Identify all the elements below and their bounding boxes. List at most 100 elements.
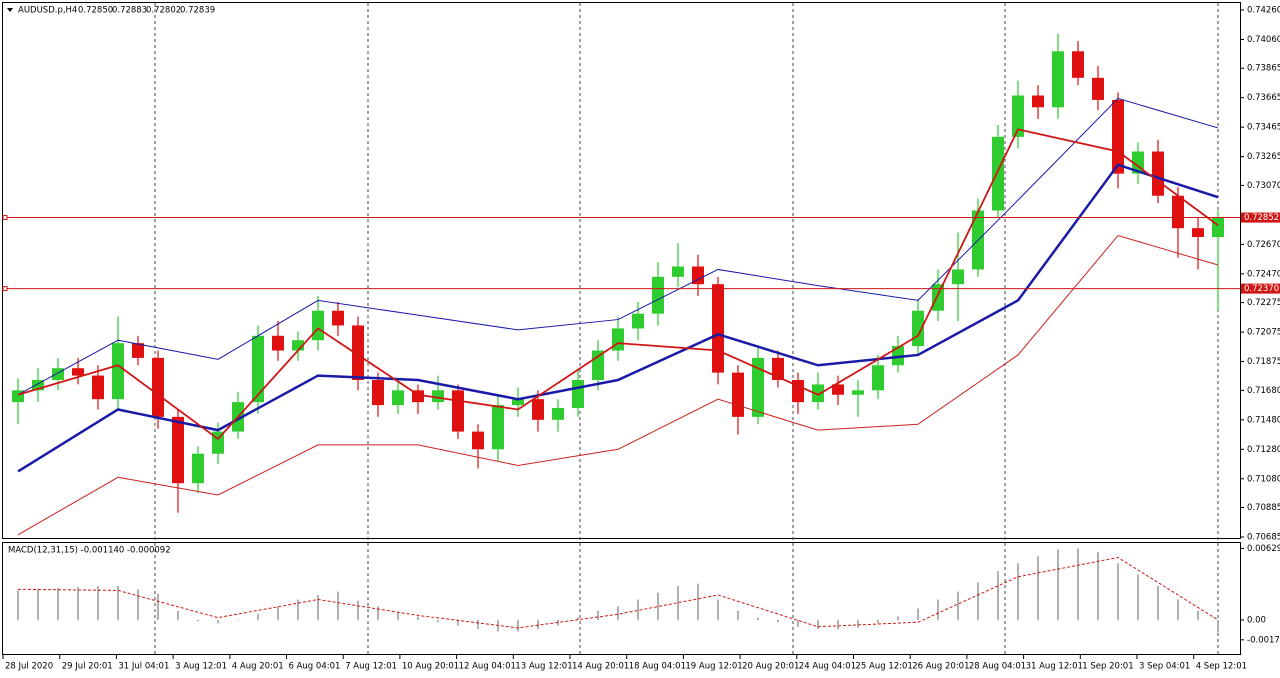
x-tick-label: 25 Aug 12:01 bbox=[856, 662, 913, 672]
macd-bar bbox=[1177, 599, 1179, 620]
candle-body bbox=[452, 390, 464, 432]
macd-bar bbox=[817, 619, 819, 630]
macd-bar bbox=[117, 585, 119, 620]
candle-body bbox=[592, 350, 604, 381]
candle-body bbox=[1032, 95, 1044, 108]
macd-bar bbox=[1017, 563, 1019, 620]
macd-bar bbox=[657, 592, 659, 620]
macd-bar bbox=[337, 591, 339, 620]
y-tick-label: 0.70685 bbox=[1247, 533, 1280, 543]
macd-bar bbox=[777, 619, 779, 623]
macd-bar bbox=[177, 610, 179, 620]
macd-bar bbox=[1137, 574, 1139, 620]
y-tick-label: 0.71680 bbox=[1247, 386, 1280, 396]
candle-body bbox=[1112, 99, 1124, 174]
candle-body bbox=[352, 325, 364, 381]
candle-body bbox=[992, 136, 1004, 211]
candle-body bbox=[312, 310, 324, 341]
macd-bar bbox=[377, 606, 379, 620]
indicator-line bbox=[17, 97, 1219, 396]
y-tick-label: 0.71480 bbox=[1247, 415, 1280, 425]
candle-body bbox=[1212, 217, 1224, 238]
x-tick-label: 14 Aug 20:01 bbox=[572, 662, 629, 672]
macd-bar bbox=[277, 606, 279, 620]
macd-bar bbox=[577, 617, 579, 620]
indicator-line bbox=[17, 163, 1219, 473]
hline-handle bbox=[2, 215, 8, 221]
x-tick-label: 20 Aug 20:01 bbox=[742, 662, 799, 672]
macd-bar bbox=[197, 619, 199, 622]
macd-bar bbox=[517, 619, 519, 632]
candle-body bbox=[1052, 51, 1064, 108]
candle-body bbox=[1152, 151, 1164, 196]
candle-body bbox=[812, 384, 824, 403]
x-tick-label: 19 Aug 12:01 bbox=[685, 662, 742, 672]
x-tick-label: 28 Jul 2020 bbox=[5, 662, 53, 672]
x-tick-label: 24 Aug 04:01 bbox=[799, 662, 856, 672]
candle-body bbox=[432, 390, 444, 403]
candle-body bbox=[1192, 228, 1204, 238]
macd-bar bbox=[357, 600, 359, 620]
macd-bar bbox=[977, 582, 979, 620]
candle-body bbox=[32, 380, 44, 391]
candle-body bbox=[132, 343, 144, 358]
collapse-arrow[interactable] bbox=[7, 8, 13, 12]
macd-bar bbox=[137, 589, 139, 620]
candle-body bbox=[172, 416, 184, 484]
macd-bar bbox=[1037, 556, 1039, 620]
macd-bar bbox=[997, 571, 999, 620]
candle-body bbox=[292, 340, 304, 351]
candle-body bbox=[892, 346, 904, 366]
candle-body bbox=[552, 408, 564, 420]
x-tick-label: 3 Sep 04:01 bbox=[1139, 662, 1190, 672]
y-tick-label: 0.73665 bbox=[1247, 93, 1280, 103]
macd-bar bbox=[617, 606, 619, 620]
macd-bar bbox=[57, 588, 59, 620]
y-tick-label: 0.73265 bbox=[1247, 152, 1280, 162]
macd-bar bbox=[737, 610, 739, 620]
x-tick-label: 26 Aug 20:01 bbox=[912, 662, 969, 672]
x-tick-label: 3 Aug 12:01 bbox=[175, 662, 227, 672]
x-tick-label: 1 Sep 20:01 bbox=[1082, 662, 1133, 672]
price-label-bg bbox=[1241, 212, 1280, 223]
macd-bar bbox=[1097, 551, 1099, 620]
price-panel-frame bbox=[2, 2, 1241, 539]
candle-body bbox=[372, 380, 384, 406]
candle-body bbox=[652, 276, 664, 314]
candle-body bbox=[632, 313, 644, 329]
macd-bar bbox=[397, 611, 399, 620]
macd-bar bbox=[417, 616, 419, 620]
y-tick-label: 0.70885 bbox=[1247, 503, 1280, 513]
candle-body bbox=[1172, 195, 1184, 229]
candle-body bbox=[772, 357, 784, 381]
y-tick-label: 0.71080 bbox=[1247, 474, 1280, 484]
indicator-line bbox=[17, 234, 1219, 536]
macd-bar bbox=[157, 593, 159, 620]
x-tick-label: 13 Aug 12:01 bbox=[515, 662, 572, 672]
macd-bar bbox=[1157, 585, 1159, 620]
quote-close: 0.72839 bbox=[180, 6, 215, 16]
macd-bar bbox=[957, 591, 959, 620]
y-tick-label: 0.71875 bbox=[1247, 357, 1280, 367]
candle-body bbox=[692, 266, 704, 285]
y-tick-label: 0.72275 bbox=[1247, 298, 1280, 308]
x-tick-label: 12 Aug 04:01 bbox=[459, 662, 516, 672]
macd-bar bbox=[237, 619, 239, 621]
macd-bar bbox=[97, 585, 99, 620]
quote-open: 0.72850 bbox=[78, 6, 113, 16]
y-tick-label: 0.74060 bbox=[1247, 35, 1280, 45]
macd-bar bbox=[857, 619, 859, 628]
candle-body bbox=[752, 357, 764, 417]
macd-bar bbox=[837, 619, 839, 630]
price-label-bg bbox=[1241, 283, 1280, 294]
macd-bar bbox=[1077, 548, 1079, 620]
macd-bar bbox=[1217, 619, 1219, 633]
candle-body bbox=[332, 310, 344, 326]
price-label: 0.72852 bbox=[1244, 213, 1279, 223]
quote-high: 0.72883 bbox=[112, 6, 147, 16]
candle-body bbox=[672, 266, 684, 277]
candle-body bbox=[92, 375, 104, 400]
x-tick-label: 6 Aug 04:01 bbox=[289, 662, 341, 672]
y-tick-label: 0.72470 bbox=[1247, 269, 1280, 279]
